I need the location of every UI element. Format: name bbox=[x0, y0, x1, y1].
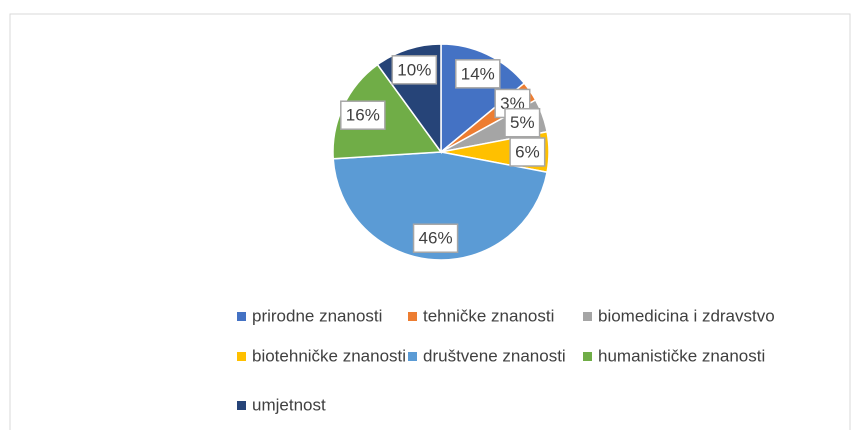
legend-label: društvene znanosti bbox=[423, 346, 566, 365]
legend-swatch bbox=[237, 312, 246, 321]
data-label: 46% bbox=[419, 229, 453, 248]
data-label-box bbox=[504, 107, 541, 138]
legend-swatch bbox=[583, 352, 592, 361]
legend-label: umjetnost bbox=[252, 395, 326, 414]
legend-label: biomedicina i zdravstvo bbox=[598, 306, 775, 325]
data-label-box bbox=[412, 223, 459, 253]
legend-swatch bbox=[408, 312, 417, 321]
legend-label: tehničke znanosti bbox=[423, 306, 554, 325]
legend-label: biotehničke znanosti bbox=[252, 346, 406, 365]
data-label-box bbox=[455, 59, 501, 89]
legend-label: prirodne znanosti bbox=[252, 306, 382, 325]
data-label: 16% bbox=[346, 106, 380, 125]
pie-slice bbox=[332, 151, 548, 261]
data-label-box bbox=[391, 55, 438, 85]
data-label-box bbox=[340, 100, 386, 130]
legend-swatch bbox=[237, 352, 246, 361]
legend-swatch bbox=[408, 352, 417, 361]
legend-swatch bbox=[237, 401, 246, 410]
data-label: 10% bbox=[397, 60, 431, 79]
data-label-box bbox=[509, 137, 546, 167]
legend-swatch bbox=[583, 312, 592, 321]
data-label: 6% bbox=[515, 142, 540, 161]
legend-label: humanističke znanosti bbox=[598, 346, 765, 365]
data-label: 14% bbox=[461, 64, 495, 83]
data-label: 5% bbox=[510, 113, 535, 132]
